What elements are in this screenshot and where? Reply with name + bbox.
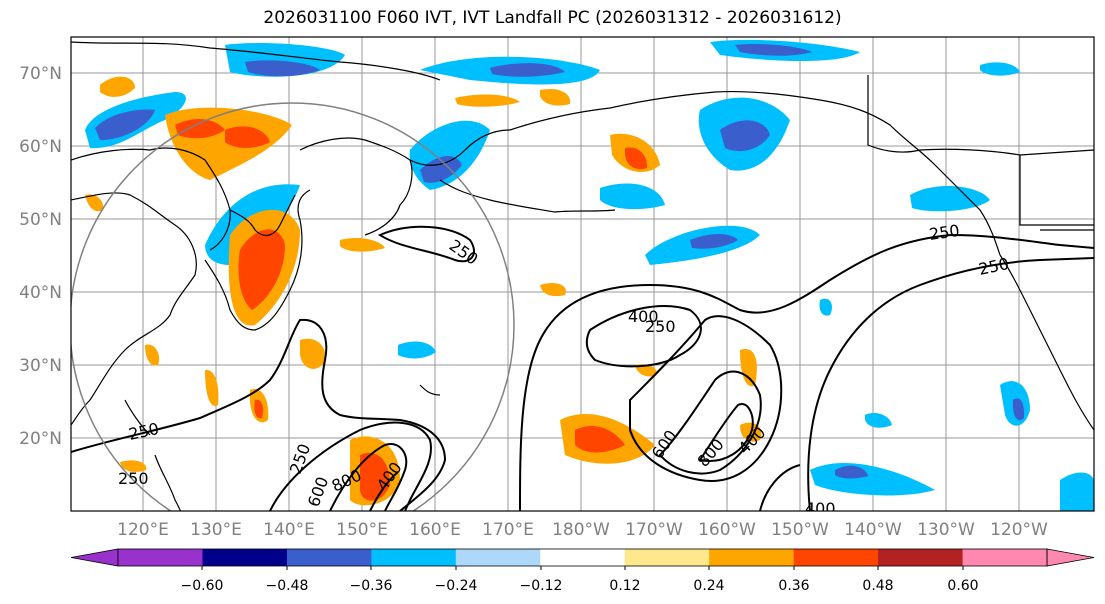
- colorbar-bin: [624, 549, 710, 566]
- contour-label: 400: [628, 307, 659, 326]
- lon-label: 140°E: [263, 520, 315, 540]
- colorbar-bin: [286, 549, 372, 566]
- coastlines: [71, 41, 1094, 511]
- colorbar-tick-label: −0.36: [350, 578, 393, 594]
- colorbar-extend-min: [70, 548, 119, 567]
- lon-label: 170°W: [625, 520, 683, 540]
- colorbar-tick-label: −0.12: [520, 578, 563, 594]
- positive-anomaly-patches: [85, 76, 762, 506]
- colorbar-tick-label: 0.12: [609, 578, 640, 594]
- colorbar-bin: [709, 549, 795, 566]
- lon-label: 120°W: [990, 520, 1048, 540]
- lon-label: 120°E: [117, 520, 169, 540]
- lon-label: 140°W: [844, 520, 902, 540]
- lat-label: 50°N: [19, 210, 62, 230]
- colorbar: [70, 548, 1095, 570]
- lat-label: 60°N: [19, 137, 62, 157]
- longitude-labels: 120°E 130°E 140°E 150°E 160°E 170°E 180°…: [117, 520, 1048, 540]
- contour-labels: 250 250 250 250 400 250 600 800 400 400 …: [118, 221, 1011, 518]
- colorbar-bin: [118, 549, 203, 566]
- colorbar-bin: [540, 549, 626, 566]
- contour-label: 250: [118, 469, 149, 488]
- contour-label: 250: [645, 317, 676, 336]
- colorbar-border: [117, 548, 1048, 567]
- colorbar-extend-max: [1046, 548, 1095, 567]
- lon-label: 130°W: [917, 520, 975, 540]
- colorbar-bin: [793, 549, 879, 566]
- colorbar-bin: [202, 549, 288, 566]
- lat-label: 70°N: [19, 64, 62, 84]
- lon-label: 150°E: [336, 520, 388, 540]
- colorbar-tick-label: 0.36: [778, 578, 809, 594]
- latitude-labels: 70°N 60°N 50°N 40°N 30°N 20°N: [19, 64, 62, 449]
- landfall-radius-circle: [71, 102, 515, 511]
- colorbar-tick-label: −0.60: [181, 578, 224, 594]
- colorbar-bin: [962, 549, 1048, 566]
- chart-title: 2026031100 F060 IVT, IVT Landfall PC (20…: [263, 8, 842, 28]
- lon-label: 160°E: [409, 520, 461, 540]
- contour-label: 400: [805, 499, 836, 518]
- colorbar-tick-label: −0.48: [266, 578, 309, 594]
- lat-label: 40°N: [19, 283, 62, 303]
- negative-anomaly-patches: [85, 39, 1094, 511]
- ivt-contours: [71, 225, 1094, 511]
- colorbar-tick-label: −0.24: [435, 578, 478, 594]
- lon-label: 180°W: [552, 520, 610, 540]
- map-frame: [70, 36, 1095, 512]
- colorbar-tick-label: 0.24: [693, 578, 724, 594]
- colorbar-bin: [455, 549, 541, 566]
- lon-label: 160°W: [698, 520, 756, 540]
- lat-label: 30°N: [19, 356, 62, 376]
- colorbar-bin: [878, 549, 964, 566]
- lon-label: 150°W: [771, 520, 829, 540]
- lon-label: 170°E: [482, 520, 534, 540]
- colorbar-tick-labels: −0.60 −0.48 −0.36 −0.24 −0.12 0.12 0.24 …: [181, 578, 979, 594]
- lon-label: 130°E: [190, 520, 242, 540]
- colorbar-tick-label: 0.48: [862, 578, 893, 594]
- colorbar-tick-label: 0.60: [947, 578, 978, 594]
- contour-label: 250: [928, 221, 961, 244]
- colorbar-bin: [371, 549, 457, 566]
- lat-label: 20°N: [19, 429, 62, 449]
